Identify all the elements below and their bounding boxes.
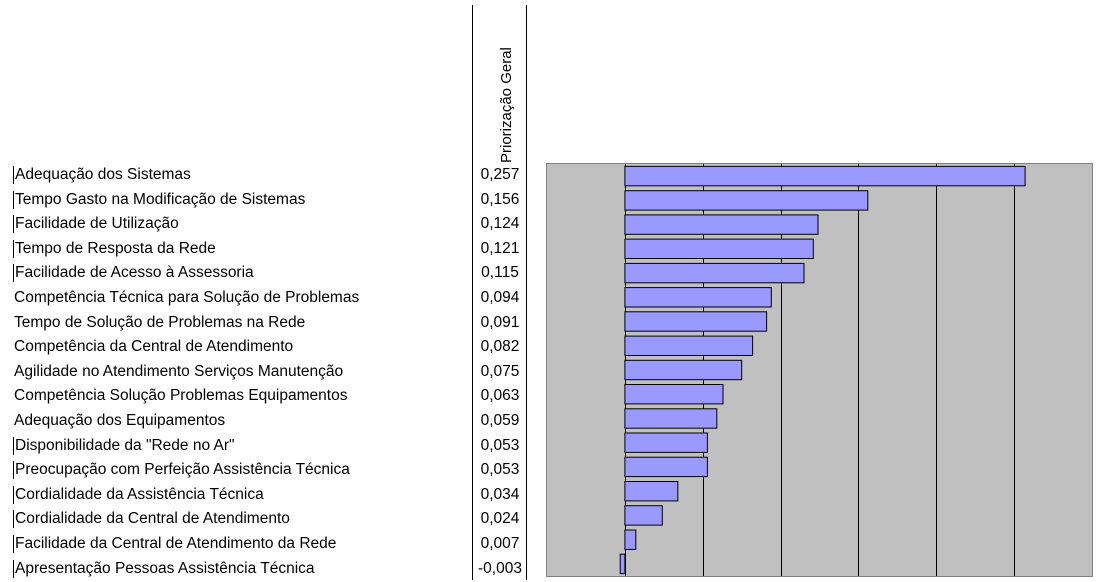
- data-table: Priorização Geral Adequação dos Sistemas…: [0, 0, 540, 580]
- bars: [619, 165, 1026, 575]
- row-category-label: Facilidade de Utilização: [13, 215, 179, 234]
- bar: [624, 505, 663, 526]
- bar-chart: [546, 163, 1093, 577]
- row-value-label: 0,124: [480, 215, 520, 233]
- row-value-label: 0,156: [480, 190, 520, 208]
- table-row: Tempo de Solução de Problemas na Rede 0,0…: [0, 311, 540, 336]
- value-column-border: [472, 5, 527, 580]
- row-value-label: 0,007: [480, 535, 520, 552]
- row-value-label: 0,091: [480, 313, 520, 331]
- table-row: Facilidade de Utilização 0,124: [0, 212, 540, 237]
- table-row: Cordialidade da Central de Atendimento 0,…: [0, 507, 540, 532]
- row-value-label: -0,003: [478, 559, 522, 577]
- row-category-label: Agilidade no Atendimento Serviços Manute…: [14, 362, 344, 380]
- row-category-label: Apresentação Pessoas Assistência Técnica: [13, 559, 315, 578]
- row-category-label: Tempo de Solução de Problemas na Rede: [14, 313, 306, 331]
- table-row: Preocupação com Perfeição Assistência Té…: [0, 458, 540, 483]
- row-category-label: Competência da Central de Atendimento: [14, 338, 294, 356]
- table-row: Competência da Central de Atendimento 0,0…: [0, 335, 540, 360]
- table-row: Facilidade de Acesso à Assessoria 0,115: [0, 261, 540, 286]
- row-value-label: 0,059: [480, 412, 520, 429]
- bar: [624, 214, 819, 235]
- bar: [624, 408, 718, 429]
- row-value-label: 0,053: [480, 436, 520, 454]
- row-value-label: 0,121: [480, 239, 520, 257]
- row-value-label: 0,063: [480, 387, 520, 405]
- table-row: Agilidade no Atendimento Serviços Manute…: [0, 360, 540, 385]
- table-row: Disponibilidade da "Rede no Ar" 0,053: [0, 434, 540, 459]
- bar: [624, 190, 869, 211]
- bar: [624, 287, 772, 308]
- table-row: Facilidade da Central de Atendimento da …: [0, 532, 540, 557]
- bar: [624, 165, 1026, 187]
- bar: [624, 384, 724, 405]
- row-category-label: Facilidade de Acesso à Assessoria: [13, 264, 254, 283]
- row-category-label: Disponibilidade da "Rede no Ar": [13, 436, 235, 455]
- row-category-label: Cordialidade da Central de Atendimento: [13, 510, 290, 529]
- bar: [624, 262, 805, 284]
- row-category-label: Adequação dos Sistemas: [13, 166, 191, 184]
- value-column-header: Priorização Geral: [471, 5, 526, 165]
- bar: [624, 238, 814, 259]
- row-value-label: 0,257: [480, 166, 520, 183]
- bar: [624, 432, 708, 453]
- row-value-label: 0,094: [480, 289, 520, 306]
- row-value-label: 0,082: [480, 338, 520, 356]
- row-category-label: Tempo de Resposta da Rede: [13, 239, 216, 258]
- bar: [624, 529, 637, 550]
- value-column-header-label: Priorização Geral: [498, 47, 515, 163]
- row-category-label: Cordialidade da Assistência Técnica: [13, 485, 264, 504]
- row-category-label: Competência Técnica para Solução de Prob…: [14, 289, 360, 306]
- table-row: Adequação dos Sistemas 0,257: [0, 163, 540, 188]
- bar: [619, 553, 626, 575]
- row-value-label: 0,075: [480, 362, 520, 380]
- table-row: Tempo de Resposta da Rede 0,121: [0, 237, 540, 262]
- bar: [624, 311, 768, 332]
- bar: [624, 456, 708, 478]
- bar: [624, 481, 679, 502]
- table-row: Tempo Gasto na Modificação de Sistemas 0,…: [0, 188, 540, 213]
- table-row: Competência Solução Problemas Equipament…: [0, 384, 540, 409]
- row-category-label: Facilidade da Central de Atendimento da …: [13, 535, 337, 553]
- table-row: Cordialidade da Assistência Técnica 0,034: [0, 483, 540, 508]
- row-value-label: 0,024: [480, 510, 520, 528]
- bar: [624, 359, 743, 381]
- row-category-label: Adequação dos Equipamentos: [14, 412, 226, 429]
- bar-chart-svg: [619, 164, 1026, 576]
- row-category-label: Preocupação com Perfeição Assistência Té…: [13, 461, 350, 480]
- row-value-label: 0,053: [480, 461, 520, 479]
- row-category-label: Tempo Gasto na Modificação de Sistemas: [13, 190, 306, 209]
- row-value-label: 0,034: [480, 485, 520, 503]
- table-row: Apresentação Pessoas Assistência Técnica…: [0, 557, 540, 582]
- table-row: Adequação dos Equipamentos 0,059: [0, 409, 540, 434]
- bar: [624, 335, 754, 357]
- row-category-label: Competência Solução Problemas Equipament…: [14, 387, 348, 405]
- row-value-label: 0,115: [481, 264, 519, 282]
- table-row: Competência Técnica para Solução de Prob…: [0, 286, 540, 311]
